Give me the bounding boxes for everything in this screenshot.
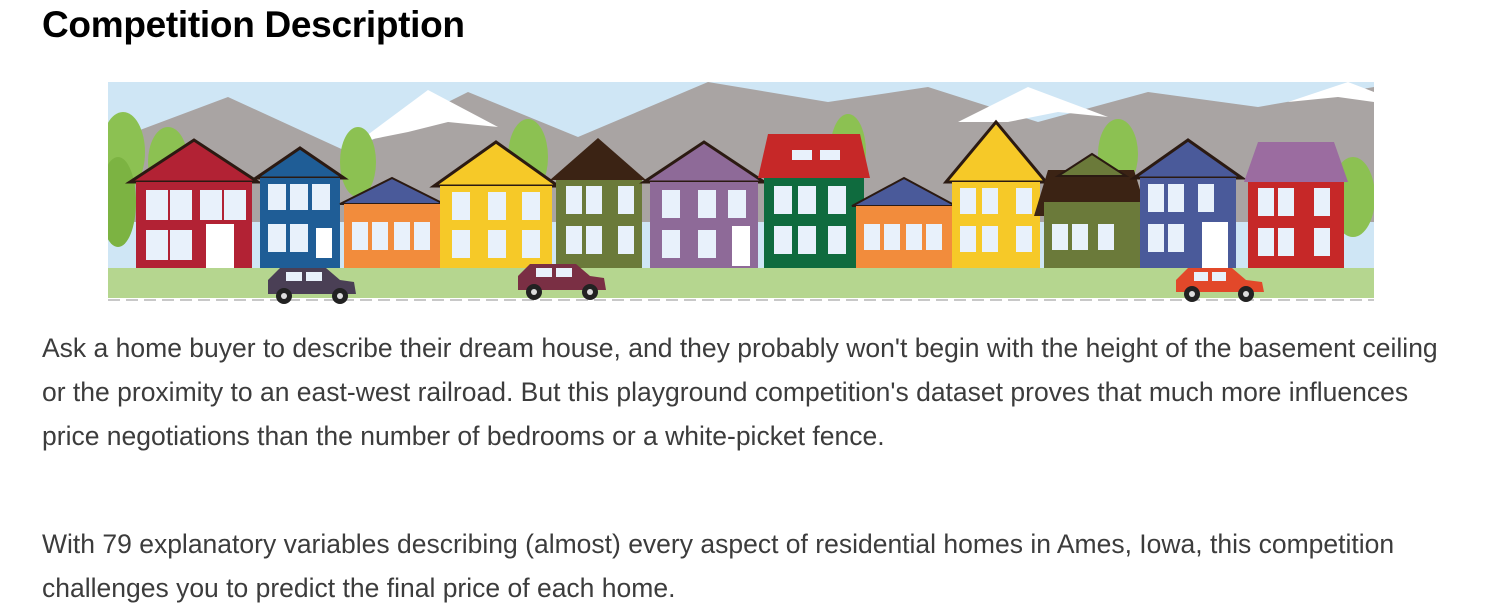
page-title: Competition Description [42, 4, 465, 45]
house-olive-2 [1034, 152, 1148, 268]
house-red [124, 138, 264, 268]
house-olive [550, 138, 646, 268]
car-red [1176, 268, 1264, 302]
house-yellow [429, 140, 563, 268]
house-mauve [1244, 142, 1348, 268]
house-orange-2 [851, 176, 957, 268]
house-purple [639, 140, 769, 268]
houses-banner-illustration [108, 82, 1374, 304]
house-slate [1129, 138, 1247, 268]
house-orange [339, 176, 445, 268]
description-paragraph-1: Ask a home buyer to describe their dream… [42, 333, 1438, 451]
house-yellow-2 [942, 119, 1050, 268]
house-blue [251, 146, 349, 268]
car-maroon [518, 264, 606, 300]
description-paragraph-2: With 79 explanatory variables describing… [42, 529, 1395, 603]
house-green [758, 134, 870, 268]
car-dark [268, 268, 356, 304]
